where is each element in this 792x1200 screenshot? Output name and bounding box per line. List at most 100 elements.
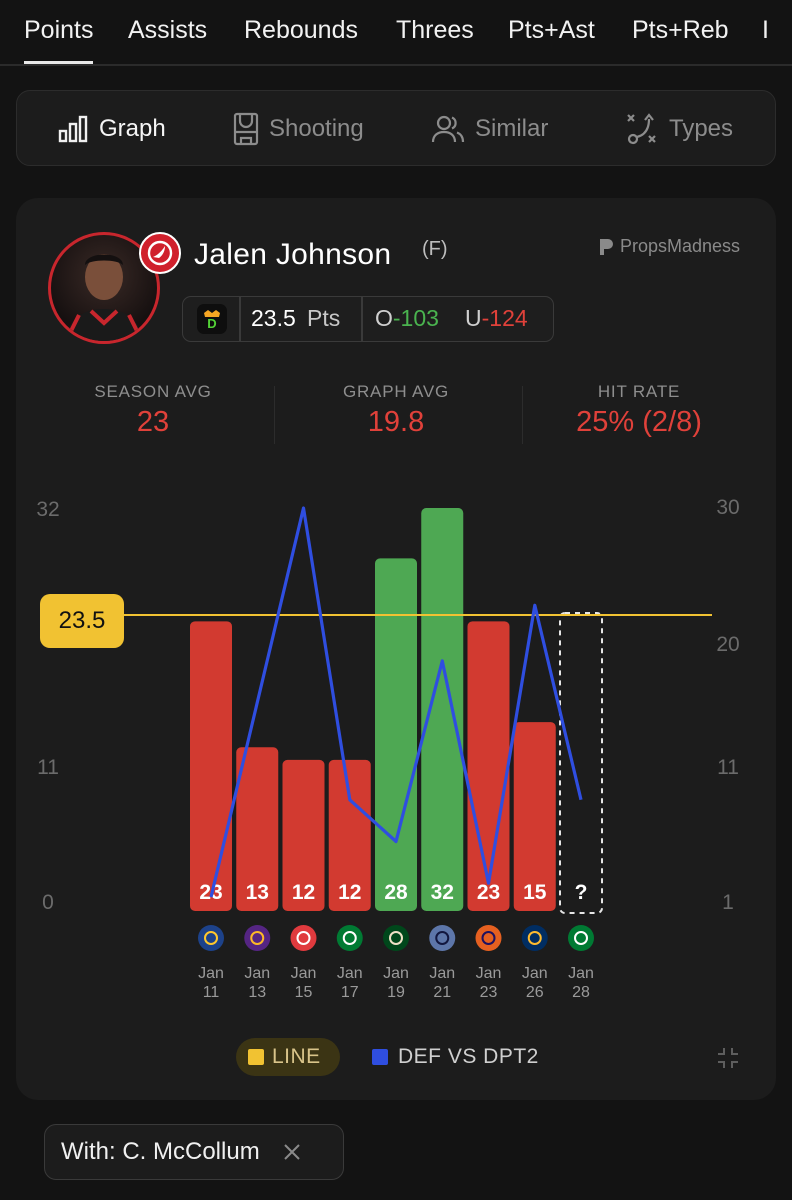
bar xyxy=(236,747,279,911)
tab-points[interactable]: Points xyxy=(24,16,94,64)
bar-value-label: 12 xyxy=(338,881,361,904)
bucks-logo xyxy=(383,925,409,951)
x-tick-month: Jan xyxy=(476,965,502,982)
x-tick-day: 28 xyxy=(572,984,590,1001)
tab-types[interactable]: Types xyxy=(625,91,733,167)
prop-line-box[interactable]: D 23.5 Pts O-103 U-124 xyxy=(182,296,554,342)
stat-value: 25% (2/8) xyxy=(576,406,702,438)
bar-chart-icon xyxy=(58,115,88,143)
tab-types-label: Types xyxy=(669,115,734,142)
blazers-logo-mark xyxy=(296,931,311,945)
legend-def[interactable]: DEF VS DPT2 xyxy=(372,1038,539,1076)
stat-label: HIT RATE xyxy=(597,382,681,401)
bar xyxy=(282,759,325,911)
def-vs-dpt2-line xyxy=(209,506,583,898)
divider xyxy=(239,297,241,341)
x-tick-day: 19 xyxy=(387,984,405,1001)
right-axis-tick: 11 xyxy=(717,756,739,779)
tab-shooting-label: Shooting xyxy=(269,115,364,142)
x-tick-day: 15 xyxy=(295,984,313,1001)
bar-value-label: 32 xyxy=(431,881,454,904)
bar xyxy=(375,558,417,911)
x-tick-month: Jan xyxy=(337,965,363,982)
pacers-logo-mark xyxy=(527,931,542,945)
blazers-logo xyxy=(290,925,317,951)
x-tick-day: 26 xyxy=(526,984,544,1001)
pacers-logo xyxy=(521,925,548,951)
x-tick-month: Jan xyxy=(198,965,224,982)
bar-value-label: 12 xyxy=(292,881,315,904)
users-icon xyxy=(431,115,465,143)
celtics-logo-mark xyxy=(574,931,588,945)
view-tabs: Graph Shooting Similar xyxy=(16,90,776,166)
x-tick-day: 17 xyxy=(341,984,359,1001)
play-diagram-icon xyxy=(627,113,656,145)
bar xyxy=(467,621,510,911)
legend-line[interactable]: LINE xyxy=(236,1038,340,1076)
x-tick-day: 13 xyxy=(248,984,266,1001)
stat-label: SEASON AVG xyxy=(94,382,212,401)
x-tick-day: 11 xyxy=(203,984,220,1001)
lakers-logo-mark xyxy=(250,931,265,945)
legend-line-label: LINE xyxy=(272,1045,321,1068)
brand-watermark: PropsMadness xyxy=(598,236,740,257)
stat-value: 23 xyxy=(136,406,170,438)
stat-label: GRAPH AVG xyxy=(342,382,450,401)
stat-divider xyxy=(274,386,275,444)
over-label: O xyxy=(375,305,393,331)
close-icon[interactable] xyxy=(282,1142,302,1162)
left-axis-tick: 11 xyxy=(37,756,59,779)
bar-value-label: 23 xyxy=(477,881,500,904)
x-tick-day: 23 xyxy=(480,984,498,1001)
bar-value-label: 28 xyxy=(384,881,408,904)
filter-chip[interactable]: With: C. McCollum xyxy=(44,1124,344,1180)
celtics-logo-mark xyxy=(342,931,357,945)
tab-shooting[interactable]: Shooting xyxy=(233,91,364,167)
grizzlies-logo-mark xyxy=(435,931,450,945)
celtics-logo xyxy=(568,925,594,951)
x-tick-month: Jan xyxy=(568,965,594,982)
over-odds[interactable]: O-103 xyxy=(375,305,439,332)
tab-assists[interactable]: Assists xyxy=(128,16,208,44)
bar xyxy=(421,508,464,911)
warriors-logo xyxy=(198,925,224,951)
left-axis-tick: 32 xyxy=(36,498,59,521)
player-name: Jalen Johnson xyxy=(194,238,392,271)
filter-label: With: C. McCollum xyxy=(61,1138,260,1165)
tab-overflow[interactable]: I xyxy=(762,16,769,44)
x-tick-month: Jan xyxy=(522,965,548,982)
tab-rebounds[interactable]: Rebounds xyxy=(244,16,358,44)
tab-threes[interactable]: Threes xyxy=(396,16,474,44)
suns-logo-mark xyxy=(481,931,496,945)
tab-similar[interactable]: Similar xyxy=(431,91,548,167)
x-tick-month: Jan xyxy=(244,965,270,982)
pending-bar xyxy=(559,612,603,914)
line-value: 23.5 xyxy=(251,305,296,331)
legend-def-label: DEF VS DPT2 xyxy=(398,1045,539,1068)
tab-graph-label: Graph xyxy=(99,115,166,142)
right-axis-tick: 1 xyxy=(722,891,734,914)
warriors-logo-mark xyxy=(204,931,218,945)
stat-hit-rate: HIT RATE 25% (2/8) xyxy=(512,382,766,439)
grizzlies-logo xyxy=(429,925,456,951)
bar-value-label: ? xyxy=(575,881,588,904)
under-label: U xyxy=(465,305,482,331)
player-card: Jalen Johnson (F) PropsMadness D 23.5 Pt… xyxy=(16,198,776,1100)
x-tick-month: Jan xyxy=(429,965,455,982)
over-odds-value: -103 xyxy=(392,305,439,331)
line-unit: Pts xyxy=(307,305,341,331)
tab-graph[interactable]: Graph xyxy=(57,91,166,167)
under-odds[interactable]: U-124 xyxy=(465,305,528,332)
under-odds-value: -124 xyxy=(481,305,528,331)
x-tick-month: Jan xyxy=(383,965,409,982)
right-axis-tick: 20 xyxy=(716,633,739,656)
tab-pts-ast[interactable]: Pts+Ast xyxy=(508,16,595,44)
stat-season-avg: SEASON AVG 23 xyxy=(26,382,280,439)
collapse-icon[interactable] xyxy=(716,1046,740,1070)
court-icon xyxy=(233,112,259,146)
legend-swatch-def xyxy=(372,1049,388,1065)
brand-name: PropsMadness xyxy=(620,236,741,256)
tab-pts-reb[interactable]: Pts+Reb xyxy=(632,16,729,44)
divider xyxy=(361,297,363,341)
